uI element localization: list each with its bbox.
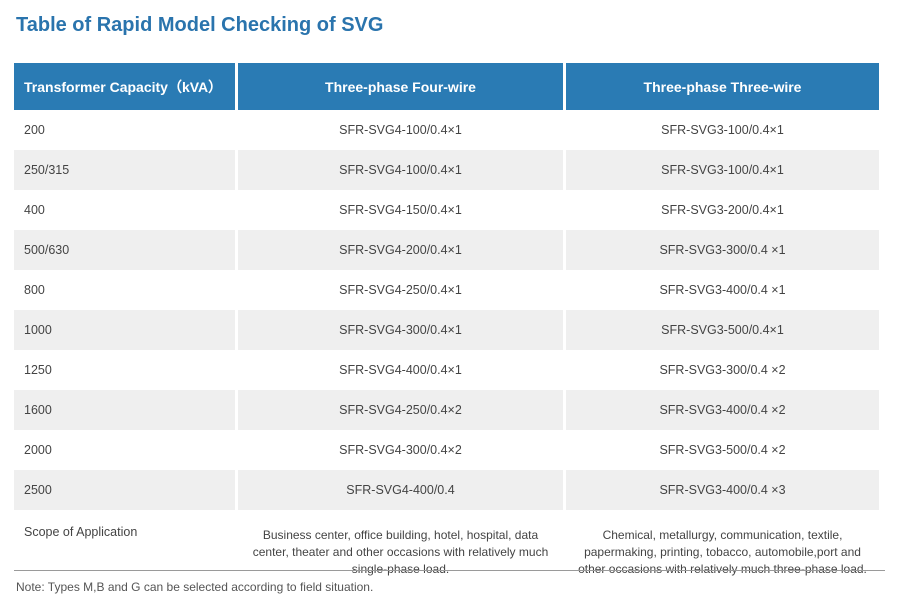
model-table: Transformer Capacity（kVA） Three-phase Fo… xyxy=(11,63,882,594)
cell-three-wire-model: SFR-SVG3-100/0.4×1 xyxy=(661,123,784,137)
scope-four-wire: Business center, office building, hotel,… xyxy=(252,527,549,576)
cell-capacity: 2000 xyxy=(24,443,52,457)
cell-capacity: 250/315 xyxy=(14,150,235,190)
cell-four-wire-model: SFR-SVG4-300/0.4×1 xyxy=(238,310,563,350)
cell-four-wire-model: SFR-SVG4-400/0.4 xyxy=(238,470,563,510)
table-row: 200 SFR-SVG4-100/0.4×1 SFR-SVG3-100/0.4×1 xyxy=(14,110,879,150)
cell-capacity: 800 xyxy=(24,283,45,297)
cell-three-wire-model: SFR-SVG3-300/0.4 ×2 xyxy=(659,363,786,377)
bottom-divider xyxy=(14,570,885,571)
table-row: 250/315 SFR-SVG4-100/0.4×1 SFR-SVG3-100/0.… xyxy=(14,150,879,190)
header-transformer-capacity: Transformer Capacity（kVA） xyxy=(14,63,235,110)
cell-capacity: 400 xyxy=(24,203,45,217)
table-row: 2500 SFR-SVG4-400/0.4 SFR-SVG3-400/0.4 ×3 xyxy=(14,470,879,510)
cell-three-wire-model: SFR-SVG3-400/0.4 ×2 xyxy=(566,390,879,430)
table-row: 800 SFR-SVG4-250/0.4×1 SFR-SVG3-400/0.4 ×1 xyxy=(14,270,879,310)
cell-three-wire-model: SFR-SVG3-500/0.4 ×2 xyxy=(659,443,786,457)
cell-capacity: 500/630 xyxy=(14,230,235,270)
cell-four-wire-model: SFR-SVG4-100/0.4×1 xyxy=(238,150,563,190)
cell-four-wire-model: SFR-SVG4-100/0.4×1 xyxy=(339,123,462,137)
cell-four-wire-model: SFR-SVG4-400/0.4×1 xyxy=(339,363,462,377)
cell-three-wire-model: SFR-SVG3-500/0.4×1 xyxy=(566,310,879,350)
cell-four-wire-model: SFR-SVG4-300/0.4×2 xyxy=(339,443,462,457)
table-row: 500/630 SFR-SVG4-200/0.4×1 SFR-SVG3-300/0.… xyxy=(14,230,879,270)
table-row: 1000 SFR-SVG4-300/0.4×1 SFR-SVG3-500/0.4×1 xyxy=(14,310,879,350)
cell-capacity: 1600 xyxy=(14,390,235,430)
cell-three-wire-model: SFR-SVG3-400/0.4 ×3 xyxy=(566,470,879,510)
cell-four-wire-model: SFR-SVG4-200/0.4×1 xyxy=(238,230,563,270)
cell-capacity: 2500 xyxy=(14,470,235,510)
cell-three-wire-model: SFR-SVG3-200/0.4×1 xyxy=(661,203,784,217)
cell-four-wire-model: SFR-SVG4-150/0.4×1 xyxy=(339,203,462,217)
header-three-phase-four-wire: Three-phase Four-wire xyxy=(238,63,563,110)
cell-four-wire-model: SFR-SVG4-250/0.4×1 xyxy=(339,283,462,297)
scope-three-wire: Chemical, metallurgy, communication, tex… xyxy=(578,527,867,576)
scope-row: Scope of Application Business center, off… xyxy=(14,510,879,594)
table-body: 200 SFR-SVG4-100/0.4×1 SFR-SVG3-100/0.4×1 2… xyxy=(14,110,879,594)
table-row: 400 SFR-SVG4-150/0.4×1 SFR-SVG3-200/0.4×1 xyxy=(14,190,879,230)
cell-three-wire-model: SFR-SVG3-400/0.4 ×1 xyxy=(659,283,786,297)
table-row: 1250 SFR-SVG4-400/0.4×1 SFR-SVG3-300/0.4 ×… xyxy=(14,350,879,390)
page-title: Table of Rapid Model Checking of SVG xyxy=(16,14,384,36)
scope-label: Scope of Application xyxy=(24,525,138,539)
cell-capacity: 1000 xyxy=(14,310,235,350)
header-three-phase-three-wire: Three-phase Three-wire xyxy=(566,63,879,110)
footnote: Note: Types M,B and G can be selected ac… xyxy=(16,580,374,594)
table-row: 2000 SFR-SVG4-300/0.4×2 SFR-SVG3-500/0.4 ×… xyxy=(14,430,879,470)
cell-four-wire-model: SFR-SVG4-250/0.4×2 xyxy=(238,390,563,430)
cell-three-wire-model: SFR-SVG3-100/0.4×1 xyxy=(566,150,879,190)
cell-three-wire-model: SFR-SVG3-300/0.4 ×1 xyxy=(566,230,879,270)
cell-capacity: 200 xyxy=(24,123,45,137)
table-row: 1600 SFR-SVG4-250/0.4×2 SFR-SVG3-400/0.4 ×… xyxy=(14,390,879,430)
table-header-row: Transformer Capacity（kVA） Three-phase Fo… xyxy=(14,63,879,110)
cell-capacity: 1250 xyxy=(24,363,52,377)
